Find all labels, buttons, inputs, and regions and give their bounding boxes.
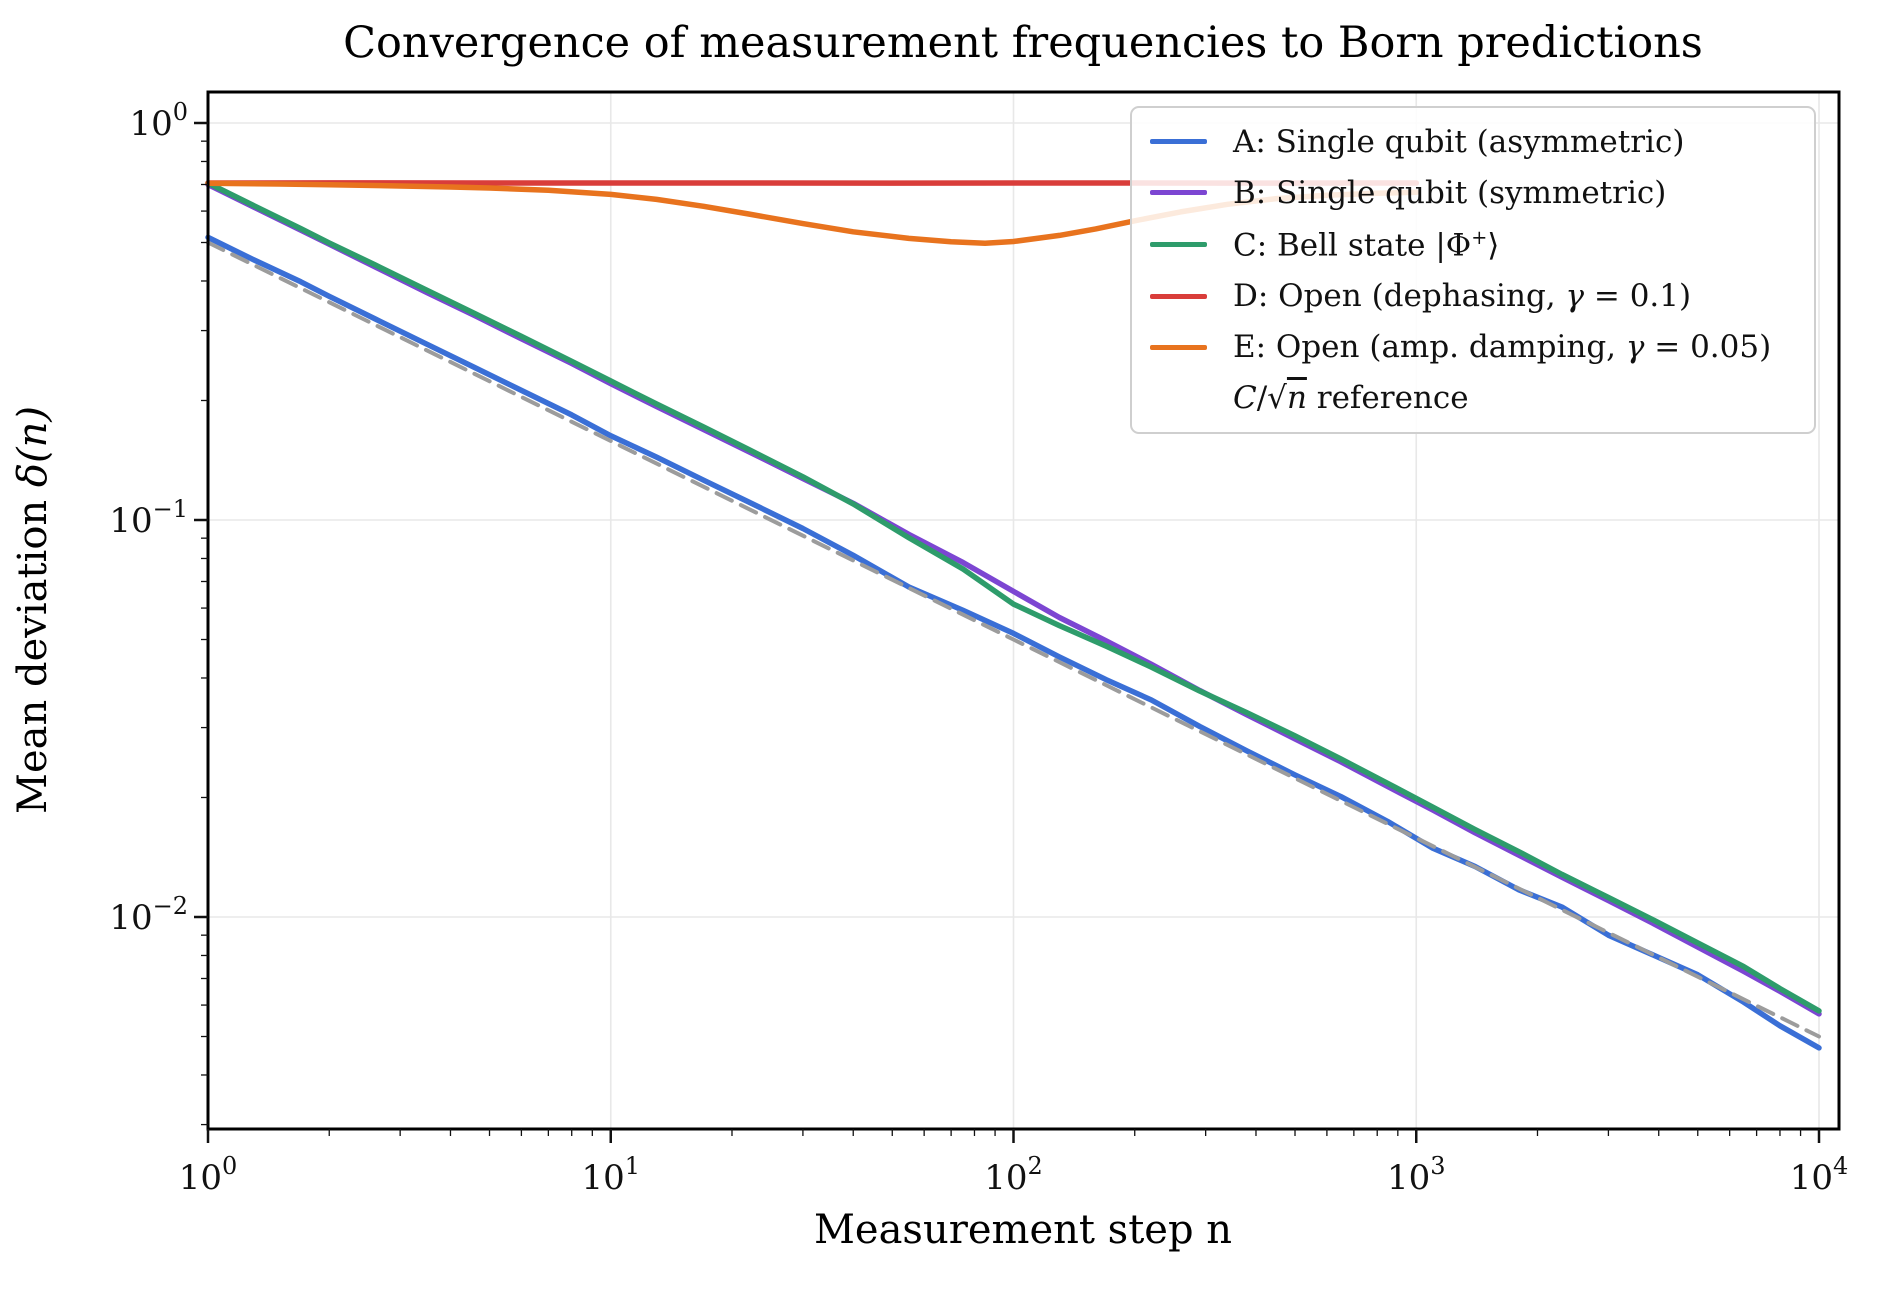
x-tick-label: 101: [581, 1152, 640, 1198]
y-axis-label: Mean deviation δ(n): [10, 406, 56, 814]
legend-label-C: C: Bell state |Φ+⟩: [1233, 225, 1500, 264]
legend-swatch-B: [1150, 190, 1207, 196]
legend-entry-B: B: Single qubit (symmetric): [1150, 175, 1804, 211]
legend-entry-ref: C/√n reference: [1150, 380, 1804, 416]
legend-label-A: A: Single qubit (asymmetric): [1233, 123, 1685, 160]
legend-entry-D: D: Open (dephasing, γ = 0.1): [1150, 278, 1804, 314]
legend-swatch-A: [1150, 139, 1207, 145]
x-tick-label: 104: [1790, 1152, 1849, 1198]
y-tick-label: 10−1: [109, 495, 188, 541]
legend-label-E: E: Open (amp. damping, γ = 0.05): [1233, 329, 1772, 366]
series-line-ref: [206, 240, 1821, 1039]
x-tick-label: 100: [179, 1152, 238, 1198]
y-tick-label: 10−2: [109, 892, 188, 938]
tick-layer: [194, 121, 1821, 1143]
tick-label-layer: 100 101 102 103 104 100 10−1 10−2: [109, 98, 1848, 1198]
legend-swatch-E: [1150, 344, 1207, 350]
legend-entry-C: C: Bell state |Φ+⟩: [1150, 226, 1804, 263]
x-axis-label: Measurement step n: [814, 1207, 1232, 1253]
legend-swatch-D: [1150, 293, 1207, 299]
y-axis-label-text: Mean deviation: [10, 487, 56, 814]
legend-entry-A: A: Single qubit (asymmetric): [1150, 124, 1804, 160]
legend-label-D: D: Open (dephasing, γ = 0.1): [1233, 278, 1692, 315]
series-line-C: [205, 180, 1822, 1014]
plot-border: [206, 90, 1841, 1131]
legend-swatch-ref: [1150, 396, 1207, 400]
y-axis-label-math: δ(n): [10, 406, 56, 487]
legend-entry-E: E: Open (amp. damping, γ = 0.05): [1150, 329, 1804, 365]
legend-label-ref: C/√n reference: [1233, 380, 1469, 417]
legend-label-B: B: Single qubit (symmetric): [1233, 174, 1667, 211]
x-tick-label: 102: [984, 1152, 1043, 1198]
legend: A: Single qubit (asymmetric) B: Single qu…: [1130, 106, 1816, 434]
legend-swatch-C: [1150, 241, 1207, 247]
y-tick-label: 100: [129, 98, 188, 144]
chart-title: Convergence of measurement frequencies t…: [343, 18, 1703, 68]
x-tick-label: 103: [1387, 1152, 1446, 1198]
